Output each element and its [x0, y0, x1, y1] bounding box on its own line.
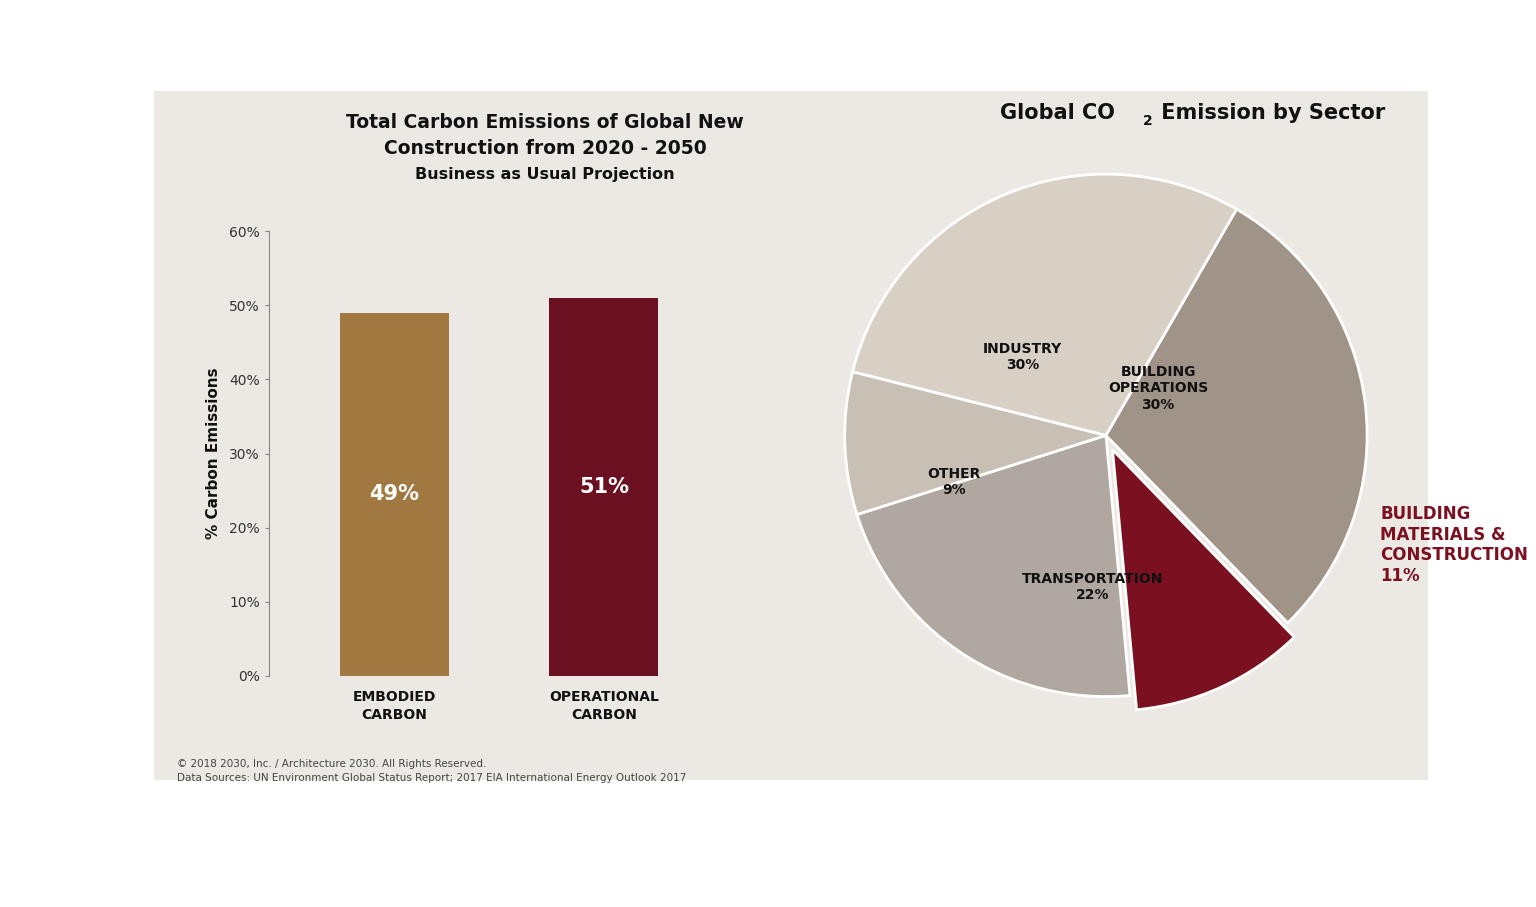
Text: 2: 2 [1143, 113, 1152, 128]
Wedge shape [1112, 450, 1295, 709]
Text: 51%: 51% [579, 477, 628, 497]
Text: TRANSPORTATION
22%: TRANSPORTATION 22% [1021, 571, 1164, 602]
Wedge shape [857, 435, 1130, 697]
Text: 49%: 49% [370, 484, 419, 504]
Text: © 2018 2030, Inc. / Architecture 2030. All Rights Reserved.: © 2018 2030, Inc. / Architecture 2030. A… [177, 758, 485, 769]
Text: OTHER
9%: OTHER 9% [928, 467, 982, 497]
Text: Construction from 2020 - 2050: Construction from 2020 - 2050 [384, 140, 707, 158]
Wedge shape [845, 372, 1106, 514]
Text: Data Sources: UN Environment Global Status Report; 2017 EIA International Energy: Data Sources: UN Environment Global Stat… [177, 773, 687, 784]
Text: Emission by Sector: Emission by Sector [1154, 103, 1385, 123]
Text: BUILDING
MATERIALS &
CONSTRUCTION
11%: BUILDING MATERIALS & CONSTRUCTION 11% [1381, 505, 1528, 585]
Text: BUILDING
OPERATIONS
30%: BUILDING OPERATIONS 30% [1107, 366, 1209, 412]
Wedge shape [1106, 210, 1367, 623]
Y-axis label: % Carbon Emissions: % Carbon Emissions [206, 367, 221, 540]
Wedge shape [852, 174, 1236, 435]
Text: Business as Usual Projection: Business as Usual Projection [415, 167, 676, 181]
Text: INDUSTRY
30%: INDUSTRY 30% [983, 342, 1061, 372]
Bar [339, 313, 449, 676]
Text: Total Carbon Emissions of Global New: Total Carbon Emissions of Global New [347, 113, 743, 132]
Bar [550, 297, 659, 676]
Text: Global CO: Global CO [1000, 103, 1115, 123]
